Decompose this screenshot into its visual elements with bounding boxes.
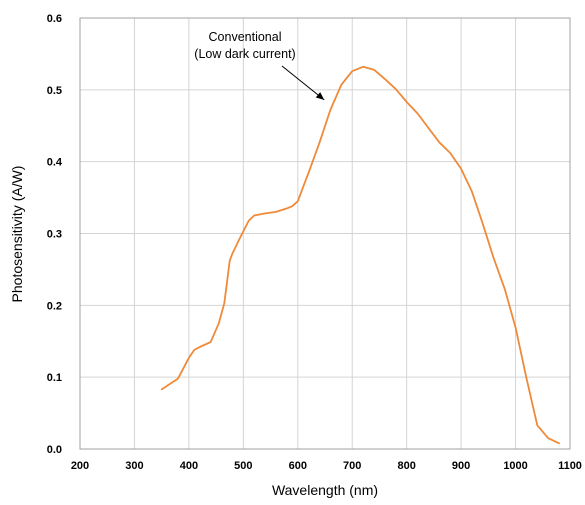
annotation-line-2: (Low dark current) bbox=[194, 47, 295, 61]
x-tick-label: 1000 bbox=[503, 460, 527, 472]
y-tick-label: 0.2 bbox=[47, 300, 62, 312]
x-tick-label: 600 bbox=[289, 460, 307, 472]
y-tick-label: 0.0 bbox=[47, 444, 62, 456]
series-line-conventional bbox=[160, 65, 560, 445]
y-tick-label: 0.1 bbox=[47, 372, 62, 384]
series-layer bbox=[160, 65, 560, 445]
x-axis-title: Wavelength (nm) bbox=[272, 482, 378, 498]
x-tick-label: 500 bbox=[234, 460, 252, 472]
x-tick-label: 300 bbox=[125, 460, 143, 472]
x-tick-label: 1100 bbox=[558, 460, 582, 472]
plot-frame bbox=[79, 17, 571, 450]
annotation-line-1: Conventional bbox=[209, 30, 282, 44]
y-tick-label: 0.5 bbox=[47, 85, 62, 97]
tick-labels: 200 300 400 500 600 700 800 900 1000 1100 0.0 0.1 0.… bbox=[47, 13, 582, 472]
annotation-arrow-line bbox=[281, 65, 325, 101]
y-axis-title: Photosensitivity (A/W) bbox=[9, 166, 25, 303]
grid bbox=[79, 17, 571, 450]
x-tick-label: 900 bbox=[452, 460, 470, 472]
x-tick-label: 400 bbox=[180, 460, 198, 472]
x-tick-label: 800 bbox=[397, 460, 415, 472]
y-tick-label: 0.3 bbox=[47, 229, 62, 241]
x-tick-label: 700 bbox=[343, 460, 361, 472]
annotation-arrowhead bbox=[315, 92, 325, 100]
annotation: Conventional (Low dark current) bbox=[194, 30, 325, 101]
y-tick-label: 0.6 bbox=[47, 13, 62, 25]
x-tick-label: 200 bbox=[71, 460, 89, 472]
y-tick-label: 0.4 bbox=[47, 157, 63, 169]
plot-area-border bbox=[79, 17, 571, 450]
